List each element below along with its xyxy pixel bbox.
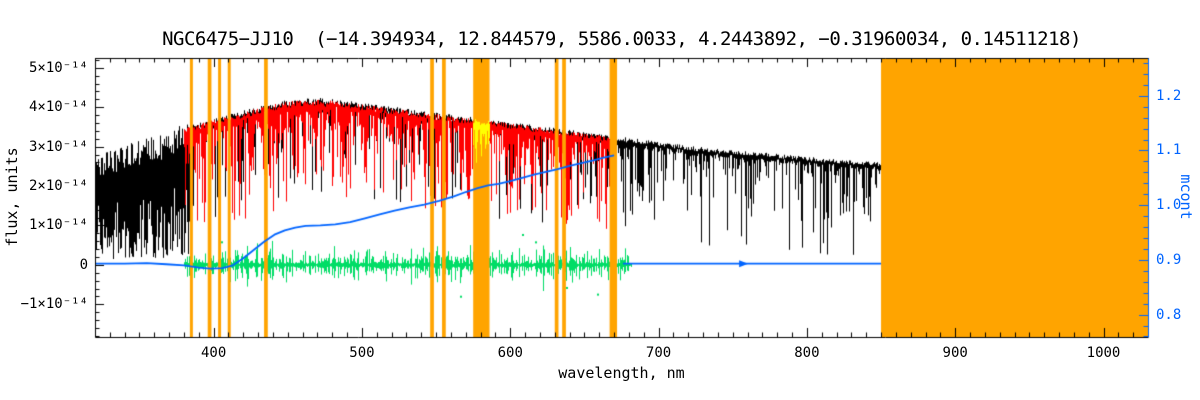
y-right-tick-label: 0.9 <box>1156 251 1182 268</box>
plot-title: NGC6475−JJ10 (−14.394934, 12.844579, 558… <box>162 28 1081 50</box>
y-left-tick-label: 2×10⁻¹⁴ <box>28 178 88 195</box>
x-tick-label: 600 <box>497 345 523 361</box>
x-axis-title: wavelength, nm <box>558 364 685 382</box>
y-right-tick-label: 1.1 <box>1156 142 1182 159</box>
y-axis-title-left: flux, units <box>3 147 21 247</box>
y-left-tick-label: 5×10⁻¹⁴ <box>28 59 88 76</box>
x-tick-label: 1000 <box>1086 345 1121 361</box>
y-left-tick-label: 4×10⁻¹⁴ <box>28 99 88 116</box>
x-tick-label: 900 <box>942 345 968 361</box>
x-tick-label: 800 <box>794 345 820 361</box>
y-left-tick-label: 1×10⁻¹⁴ <box>28 217 88 234</box>
y-left-tick-label: −1×10⁻¹⁴ <box>20 296 88 313</box>
x-tick-label: 500 <box>349 345 375 361</box>
y-right-tick-label: 1.0 <box>1156 197 1182 214</box>
y-right-tick-label: 0.8 <box>1156 306 1182 323</box>
y-left-tick-label: 3×10⁻¹⁴ <box>28 138 88 155</box>
x-tick-label: 400 <box>200 345 227 361</box>
y-left-tick-label: 0 <box>79 256 88 273</box>
x-tick-label: 700 <box>645 345 672 361</box>
y-right-tick-label: 1.2 <box>1156 87 1182 104</box>
